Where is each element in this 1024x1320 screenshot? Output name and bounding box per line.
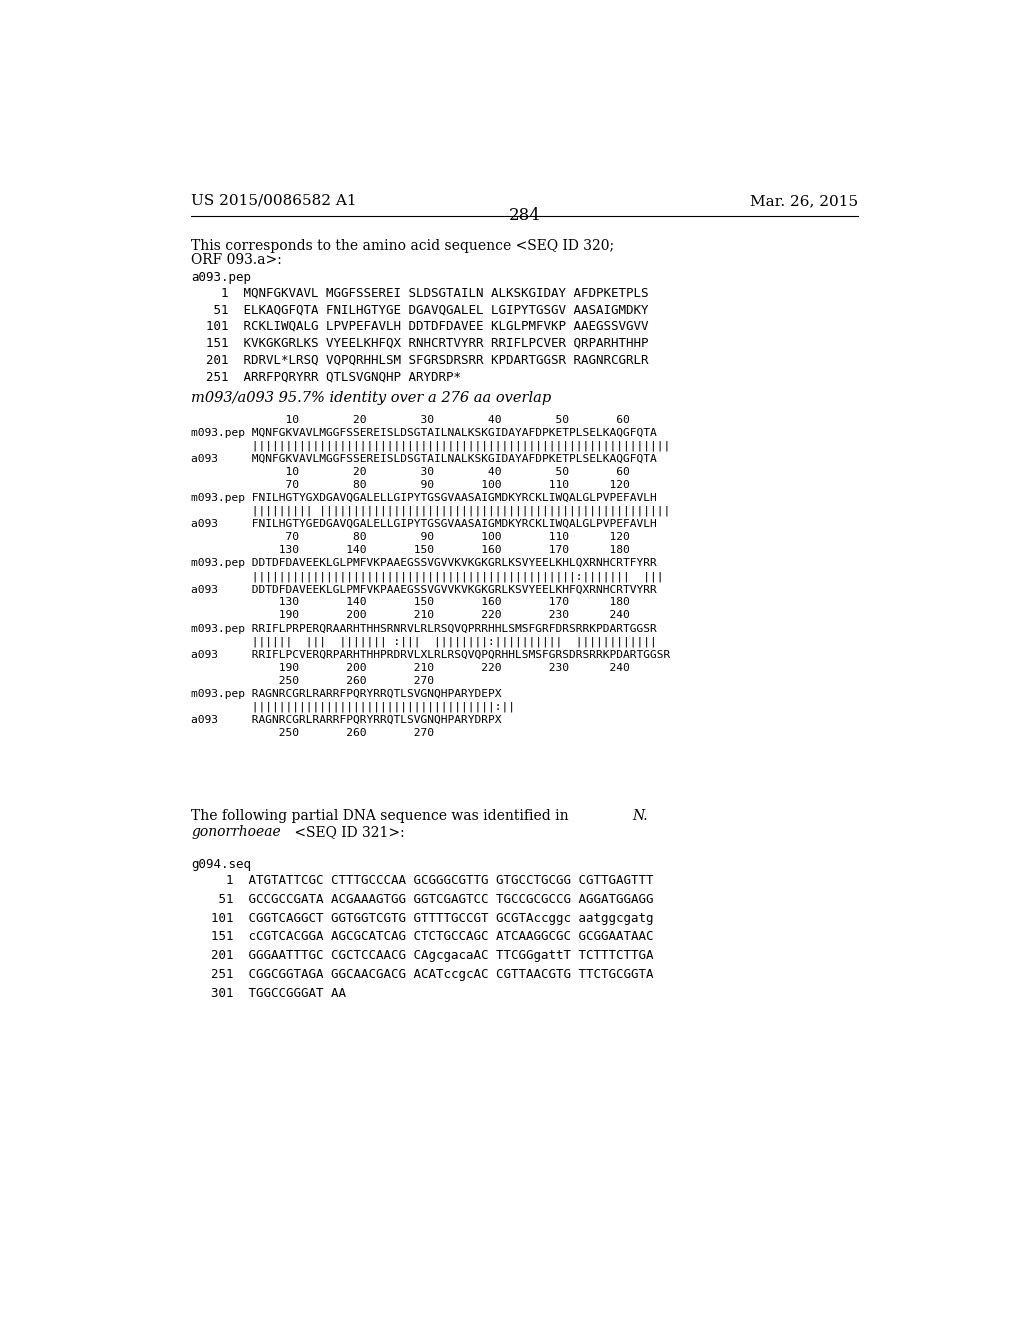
Text: 70        80        90       100       110      120: 70 80 90 100 110 120: [191, 480, 630, 490]
Text: m093.pep RRIFLPRPERQRAARHTHHSRNRVLRLRSQVQPRRHHLSMSFGRFDRSRRKPDARTGGSR: m093.pep RRIFLPRPERQRAARHTHHSRNRVLRLRSQV…: [191, 623, 657, 634]
Text: 250       260       270: 250 260 270: [191, 676, 434, 686]
Text: 284: 284: [509, 207, 541, 224]
Text: g094.seq: g094.seq: [191, 858, 252, 871]
Text: m093.pep MQNFGKVAVLMGGFSSEREISLDSGTAILNALKSKGIDAYAFDPKETPLSELKAQGFQTA: m093.pep MQNFGKVAVLMGGFSSEREISLDSGTAILNA…: [191, 428, 657, 438]
Text: ORF 093.a>:: ORF 093.a>:: [191, 253, 283, 267]
Text: a093     DDTDFDAVEEKLGLPMFVKPAAEGSSVGVVKVKGKGRLKSVYEELKHFQXRNHCRTVYRR: a093 DDTDFDAVEEKLGLPMFVKPAAEGSSVGVVKVKGK…: [191, 585, 657, 594]
Text: Mar. 26, 2015: Mar. 26, 2015: [750, 194, 858, 209]
Text: 130       140       150       160       170      180: 130 140 150 160 170 180: [191, 598, 630, 607]
Text: m093.pep RAGNRCGRLRARRFPQRYRRQTLSVGNQHPARYDEPX: m093.pep RAGNRCGRLRARRFPQRYRRQTLSVGNQHPA…: [191, 689, 502, 698]
Text: ||||||||| ||||||||||||||||||||||||||||||||||||||||||||||||||||: ||||||||| ||||||||||||||||||||||||||||||…: [191, 506, 671, 516]
Text: a093     MQNFGKVAVLMGGFSSEREISLDSGTAILNALKSKGIDAYAFDPKETPLSELKAQGFQTA: a093 MQNFGKVAVLMGGFSSEREISLDSGTAILNALKSK…: [191, 454, 657, 463]
Text: 201  GGGAATTTGC CGCTCCAACG CAgcgacaAC TTCGGgattT TCTTTCTTGA: 201 GGGAATTTGC CGCTCCAACG CAgcgacaAC TTC…: [211, 949, 654, 962]
Text: a093     RRIFLPCVERQRPARHTHHPRDRVLXLRLRSQVQPQRHHLSMSFGRSDRSRRKPDARTGGSR: a093 RRIFLPCVERQRPARHTHHPRDRVLXLRLRSQVQP…: [191, 649, 671, 660]
Text: ||||||||||||||||||||||||||||||||||||||||||||||||||||||||||||||: ||||||||||||||||||||||||||||||||||||||||…: [191, 441, 671, 451]
Text: m093/a093 95.7% identity over a 276 aa overlap: m093/a093 95.7% identity over a 276 aa o…: [191, 391, 552, 405]
Text: 151  KVKGKGRLKS VYEELKHFQX RNHCRTVYRR RRIFLPCVER QRPARHTHHP: 151 KVKGKGRLKS VYEELKHFQX RNHCRTVYRR RRI…: [191, 337, 649, 350]
Text: 130       140       150       160       170      180: 130 140 150 160 170 180: [191, 545, 630, 556]
Text: 101  CGGTCAGGCT GGTGGTCGTG GTTTTGCCGT GCGTAccggc aatggcgatg: 101 CGGTCAGGCT GGTGGTCGTG GTTTTGCCGT GCG…: [211, 912, 654, 924]
Text: 201  RDRVL*LRSQ VQPQRHHLSM SFGRSDRSRR KPDARTGGSR RAGNRCGRLR: 201 RDRVL*LRSQ VQPQRHHLSM SFGRSDRSRR KPD…: [191, 354, 649, 367]
Text: 251  CGGCGGTAGA GGCAACGACG ACATccgcAC CGTTAACGTG TTCTGCGGTA: 251 CGGCGGTAGA GGCAACGACG ACATccgcAC CGT…: [211, 968, 654, 981]
Text: m093.pep DDTDFDAVEEKLGLPMFVKPAAEGSSVGVVKVKGKGRLKSVYEELKHLQXRNHCRTFYRR: m093.pep DDTDFDAVEEKLGLPMFVKPAAEGSSVGVVK…: [191, 558, 657, 568]
Text: m093.pep FNILHGTYGXDGAVQGALELLGIPYTGSGVAASAIGMDKYRCKLIWQALGLPVPEFAVLH: m093.pep FNILHGTYGXDGAVQGALELLGIPYTGSGVA…: [191, 492, 657, 503]
Text: The following partial DNA sequence was identified in: The following partial DNA sequence was i…: [191, 809, 573, 822]
Text: a093.pep: a093.pep: [191, 271, 252, 284]
Text: 1  ATGTATTCGC CTTTGCCCAA GCGGGCGTTG GTGCCTGCGG CGTTGAGTTT: 1 ATGTATTCGC CTTTGCCCAA GCGGGCGTTG GTGCC…: [211, 874, 654, 887]
Text: 190       200       210       220       230      240: 190 200 210 220 230 240: [191, 610, 630, 620]
Text: a093     RAGNRCGRLRARRFPQRYRRQTLSVGNQHPARYDRPX: a093 RAGNRCGRLRARRFPQRYRRQTLSVGNQHPARYDR…: [191, 715, 502, 725]
Text: 151  cCGTCACGGA AGCGCATCAG CTCTGCCAGC ATCAAGGCGC GCGGAATAAC: 151 cCGTCACGGA AGCGCATCAG CTCTGCCAGC ATC…: [211, 931, 654, 944]
Text: 10        20        30        40        50       60: 10 20 30 40 50 60: [191, 467, 630, 477]
Text: 190       200       210       220       230      240: 190 200 210 220 230 240: [191, 663, 630, 673]
Text: 250       260       270: 250 260 270: [191, 729, 434, 738]
Text: 251  ARRFPQRYRR QTLSVGNQHP ARYDRP*: 251 ARRFPQRYRR QTLSVGNQHP ARYDRP*: [191, 371, 462, 383]
Text: 301  TGGCCGGGAT AA: 301 TGGCCGGGAT AA: [211, 987, 346, 999]
Text: ||||||||||||||||||||||||||||||||||||||||||||||||:|||||||  |||: ||||||||||||||||||||||||||||||||||||||||…: [191, 572, 664, 582]
Text: 70        80        90       100       110      120: 70 80 90 100 110 120: [191, 532, 630, 543]
Text: 1  MQNFGKVAVL MGGFSSEREI SLDSGTAILN ALKSKGIDAY AFDPKETPLS: 1 MQNFGKVAVL MGGFSSEREI SLDSGTAILN ALKSK…: [191, 286, 649, 300]
Text: 101  RCKLIWQALG LPVPEFAVLH DDTDFDAVEE KLGLPMFVKP AAEGSSVGVV: 101 RCKLIWQALG LPVPEFAVLH DDTDFDAVEE KLG…: [191, 319, 649, 333]
Text: a093     FNILHGTYGEDGAVQGALELLGIPYTGSGVAASAIGMDKYRCKLIWQALGLPVPEFAVLH: a093 FNILHGTYGEDGAVQGALELLGIPYTGSGVAASAI…: [191, 519, 657, 529]
Text: 10        20        30        40        50       60: 10 20 30 40 50 60: [191, 414, 630, 425]
Text: 51  GCCGCCGATA ACGAAAGTGG GGTCGAGTCC TGCCGCGCCG AGGATGGAGG: 51 GCCGCCGATA ACGAAAGTGG GGTCGAGTCC TGCC…: [211, 892, 654, 906]
Text: N.: N.: [632, 809, 647, 822]
Text: gonorrhoeae: gonorrhoeae: [191, 825, 282, 838]
Text: This corresponds to the amino acid sequence <SEQ ID 320;: This corresponds to the amino acid seque…: [191, 239, 614, 252]
Text: US 2015/0086582 A1: US 2015/0086582 A1: [191, 194, 357, 209]
Text: 51  ELKAQGFQTA FNILHGTYGE DGAVQGALEL LGIPYTGSGV AASAIGMDKY: 51 ELKAQGFQTA FNILHGTYGE DGAVQGALEL LGIP…: [191, 304, 649, 317]
Text: ||||||||||||||||||||||||||||||||||||:||: ||||||||||||||||||||||||||||||||||||:||: [191, 702, 515, 713]
Text: <SEQ ID 321>:: <SEQ ID 321>:: [290, 825, 404, 838]
Text: ||||||  |||  ||||||| :|||  ||||||||:||||||||||  ||||||||||||: |||||| ||| ||||||| :||| ||||||||:|||||||…: [191, 636, 657, 647]
